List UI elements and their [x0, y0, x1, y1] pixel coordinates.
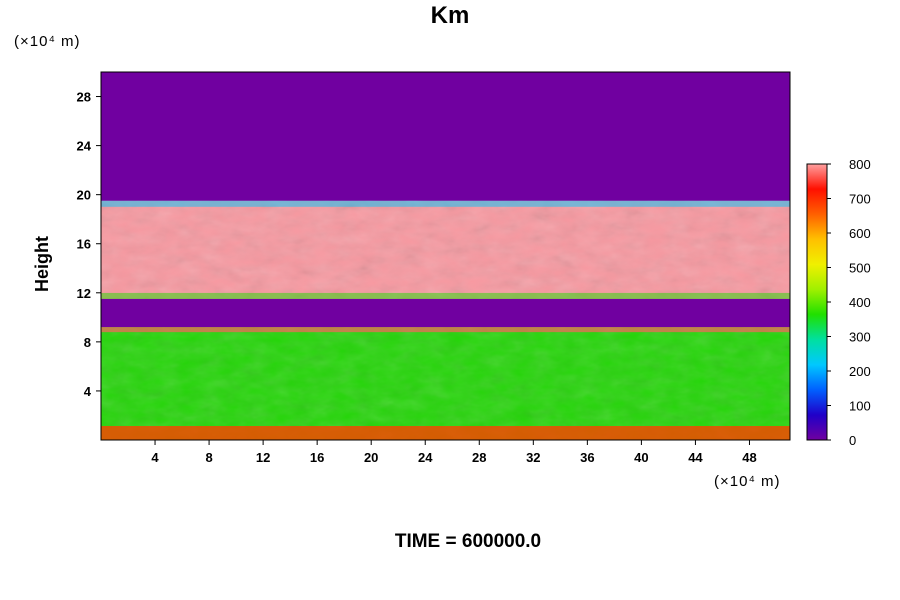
- colorbar: 0 100 200 300 400 500 600 700 800: [806, 157, 871, 448]
- colorbar-tick-label: 700: [849, 192, 871, 207]
- colorbar-tick-label: 400: [849, 295, 871, 310]
- colorbar-tick-label: 600: [849, 226, 871, 241]
- y-tick-label: 4: [84, 384, 92, 399]
- y-axis-unit: (×10⁴ m): [14, 33, 81, 50]
- surface-layer: [101, 426, 790, 440]
- heatmap-plot-area: [101, 72, 790, 440]
- x-tick-label: 40: [634, 450, 648, 465]
- time-footer: TIME = 600000.0: [394, 531, 542, 552]
- x-tick-label: 8: [205, 450, 212, 465]
- boundary-top-edge: [101, 327, 790, 333]
- x-axis-unit: (×10⁴ m): [714, 473, 781, 490]
- y-tick-label: 12: [77, 286, 91, 301]
- x-tick-label: 20: [364, 450, 378, 465]
- x-tick-label: 32: [526, 450, 540, 465]
- x-tick-label: 48: [742, 450, 756, 465]
- x-tick-label: 16: [310, 450, 324, 465]
- x-tick-label: 28: [472, 450, 486, 465]
- colorbar-gradient: [806, 163, 828, 441]
- plot-frame: [100, 71, 791, 441]
- turbulence-texture-upper: [101, 200, 790, 299]
- layer-edge-bottom: [101, 292, 790, 299]
- x-tick-label: 12: [256, 450, 270, 465]
- y-tick-label: 8: [84, 335, 91, 350]
- layer-edge-top: [101, 200, 790, 207]
- y-tick-label: 28: [77, 90, 91, 105]
- chart-title: Km: [430, 2, 470, 29]
- colorbar-tick-label: 300: [849, 330, 871, 345]
- region-upper-quiescent: [101, 72, 790, 201]
- y-tick-label: 20: [77, 188, 91, 203]
- x-tick-label: 4: [151, 450, 159, 465]
- y-tick-label: 16: [77, 237, 91, 252]
- y-tick-label: 24: [77, 139, 92, 154]
- colorbar-tick-label: 500: [849, 261, 871, 276]
- turbulence-texture-lower: [101, 327, 790, 440]
- region-quiet-gap: [101, 298, 790, 328]
- colorbar-tick-label: 100: [849, 399, 871, 414]
- x-tick-label: 44: [688, 450, 703, 465]
- x-tick-label: 24: [418, 450, 433, 465]
- y-axis: 4 8 12 16 20 24 28: [77, 90, 101, 399]
- colorbar-tick-label: 200: [849, 364, 871, 379]
- x-tick-label: 36: [580, 450, 594, 465]
- colorbar-tick-label: 0: [849, 433, 856, 448]
- x-axis: 4 8 12 16 20 24 28 32 36 40 44 48: [151, 440, 757, 465]
- colorbar-tick-label: 800: [849, 157, 871, 172]
